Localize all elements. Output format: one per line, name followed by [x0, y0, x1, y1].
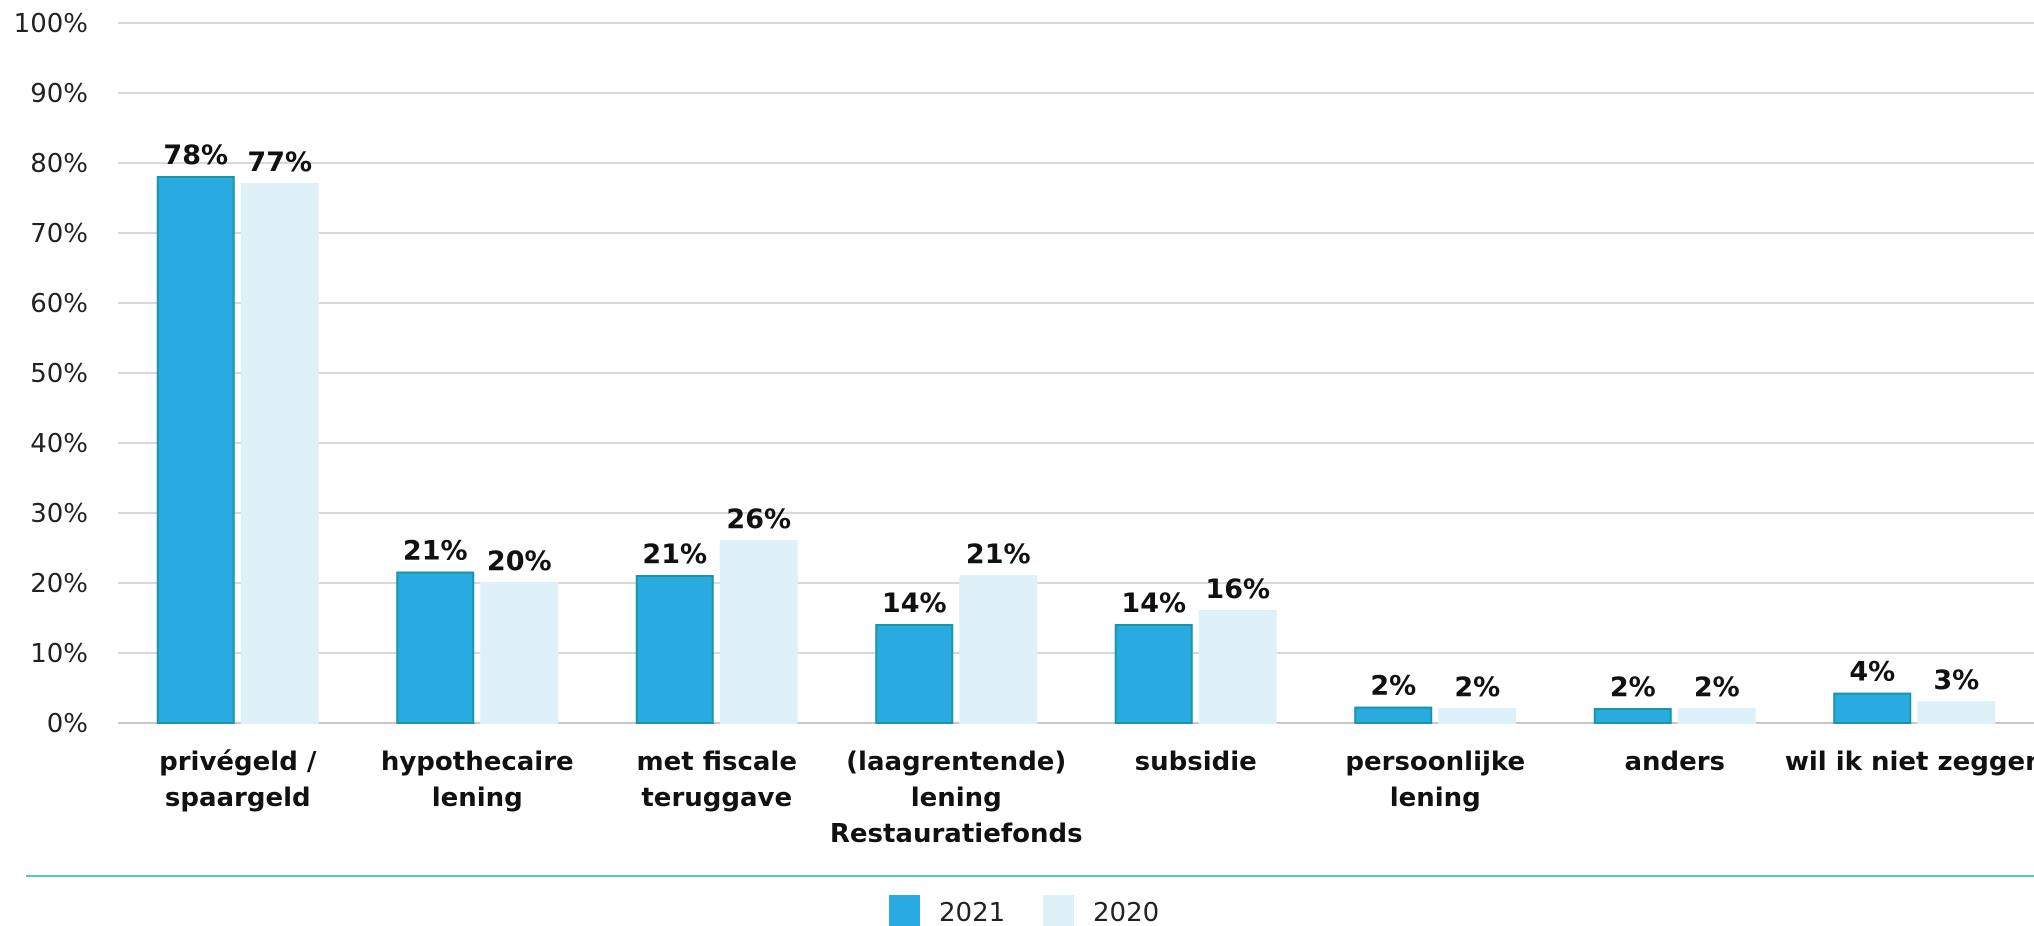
bar-2020	[1677, 708, 1756, 724]
data-label: 78%	[163, 140, 228, 171]
y-tick-label: 60%	[30, 289, 88, 319]
bar-2020	[480, 582, 559, 724]
legend: 2021 2020	[889, 895, 1159, 926]
bar-2021	[1114, 624, 1193, 724]
x-category-label: subsidie	[1135, 747, 1257, 777]
y-tick-label: 100%	[14, 9, 88, 39]
x-category-label: (laagrentende)	[846, 747, 1066, 777]
data-label: 21%	[642, 539, 707, 570]
legend-swatch-2020	[1043, 895, 1074, 926]
data-label: 2%	[1694, 672, 1740, 703]
bar-2020	[1917, 701, 1996, 724]
bar-2021	[1593, 708, 1672, 724]
x-category-label: teruggave	[641, 783, 792, 813]
data-label: 2%	[1370, 671, 1416, 702]
x-category-label: lening	[911, 783, 1002, 813]
bar-2020	[1198, 610, 1277, 724]
data-label: 2%	[1454, 672, 1500, 703]
legend-swatch-2021	[889, 895, 920, 926]
x-category-label: Restauratiefonds	[830, 819, 1083, 849]
bar-2020	[959, 575, 1038, 724]
bar-2021	[1833, 692, 1912, 724]
x-category-label: hypothecaire	[381, 747, 574, 777]
data-label: 14%	[882, 588, 947, 619]
y-tick-label: 70%	[30, 219, 88, 249]
x-category-label: anders	[1624, 747, 1725, 777]
data-labels: 78% 77% 21% 20% 21% 26% 14% 21% 14% 16% 2% 2% 2% 2% 4%…	[163, 140, 1979, 703]
x-category-label: spaargeld	[165, 783, 311, 813]
data-label: 2%	[1610, 672, 1656, 703]
data-label: 3%	[1933, 665, 1979, 696]
data-label: 21%	[403, 536, 468, 567]
data-label: 21%	[966, 539, 1031, 570]
data-label: 26%	[726, 504, 791, 535]
x-category-label: wil ik niet zeggen	[1785, 747, 2034, 777]
legend-label: 2021	[939, 898, 1005, 926]
y-tick-label: 50%	[30, 359, 88, 389]
y-tick-label: 20%	[30, 569, 88, 599]
bar-2020	[719, 540, 798, 724]
y-tick-label: 40%	[30, 429, 88, 459]
y-tick-label: 80%	[30, 149, 88, 179]
bar-2021	[875, 624, 954, 724]
x-category-label: privégeld /	[159, 747, 317, 777]
data-label: 4%	[1849, 657, 1895, 688]
x-category-label: met fiscale	[637, 747, 797, 777]
data-label: 16%	[1205, 574, 1270, 605]
x-axis: privégeld / spaargeld hypothecaire lening me…	[159, 747, 2034, 849]
y-tick-label: 30%	[30, 499, 88, 529]
data-label: 14%	[1121, 588, 1186, 619]
y-tick-label: 0%	[47, 709, 88, 739]
bar-2021	[156, 176, 235, 724]
bar-2021	[635, 575, 714, 724]
bar-2020	[1438, 708, 1517, 724]
data-label: 20%	[487, 546, 552, 577]
bar-2021	[396, 571, 475, 724]
x-category-label: lening	[432, 783, 523, 813]
x-category-label: lening	[1390, 783, 1481, 813]
legend-label: 2020	[1093, 898, 1159, 926]
y-tick-label: 10%	[30, 639, 88, 669]
y-axis: 0% 10% 20% 30% 40% 50% 60% 70% 80% 90% 100%	[14, 9, 88, 739]
bar-2020	[240, 183, 319, 724]
bar-2021	[1354, 706, 1433, 724]
bars	[156, 176, 1996, 724]
x-category-label: persoonlijke	[1345, 747, 1525, 777]
y-tick-label: 90%	[30, 79, 88, 109]
data-label: 77%	[247, 147, 312, 178]
